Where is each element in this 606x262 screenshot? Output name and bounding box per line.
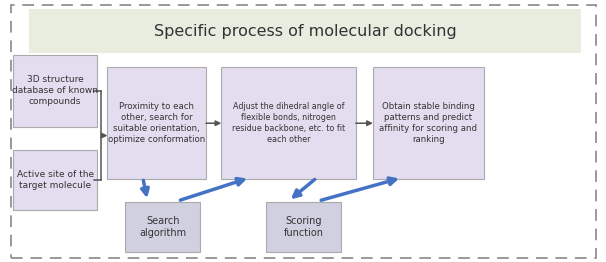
FancyBboxPatch shape [13, 54, 97, 127]
FancyBboxPatch shape [13, 150, 97, 210]
Text: Specific process of molecular docking: Specific process of molecular docking [154, 24, 456, 39]
FancyBboxPatch shape [29, 9, 581, 53]
Text: Scoring
function: Scoring function [284, 216, 324, 238]
Text: Proximity to each
other, search for
suitable orientation,
optimize conformation: Proximity to each other, search for suit… [108, 102, 205, 144]
FancyBboxPatch shape [373, 68, 484, 179]
FancyBboxPatch shape [266, 202, 341, 252]
Text: Obtain stable binding
patterns and predict
affinity for scoring and
ranking: Obtain stable binding patterns and predi… [379, 102, 477, 144]
Text: Active site of the
target molecule: Active site of the target molecule [16, 170, 94, 190]
FancyBboxPatch shape [107, 68, 206, 179]
Text: 3D structure
database of known
compounds: 3D structure database of known compounds [12, 75, 98, 106]
Text: Adjust the dihedral angle of
flexible bonds, nitrogen
residue backbone, etc. to : Adjust the dihedral angle of flexible bo… [232, 102, 345, 144]
Text: Search
algorithm: Search algorithm [139, 216, 186, 238]
FancyBboxPatch shape [125, 202, 200, 252]
FancyBboxPatch shape [221, 68, 356, 179]
FancyBboxPatch shape [12, 5, 596, 258]
